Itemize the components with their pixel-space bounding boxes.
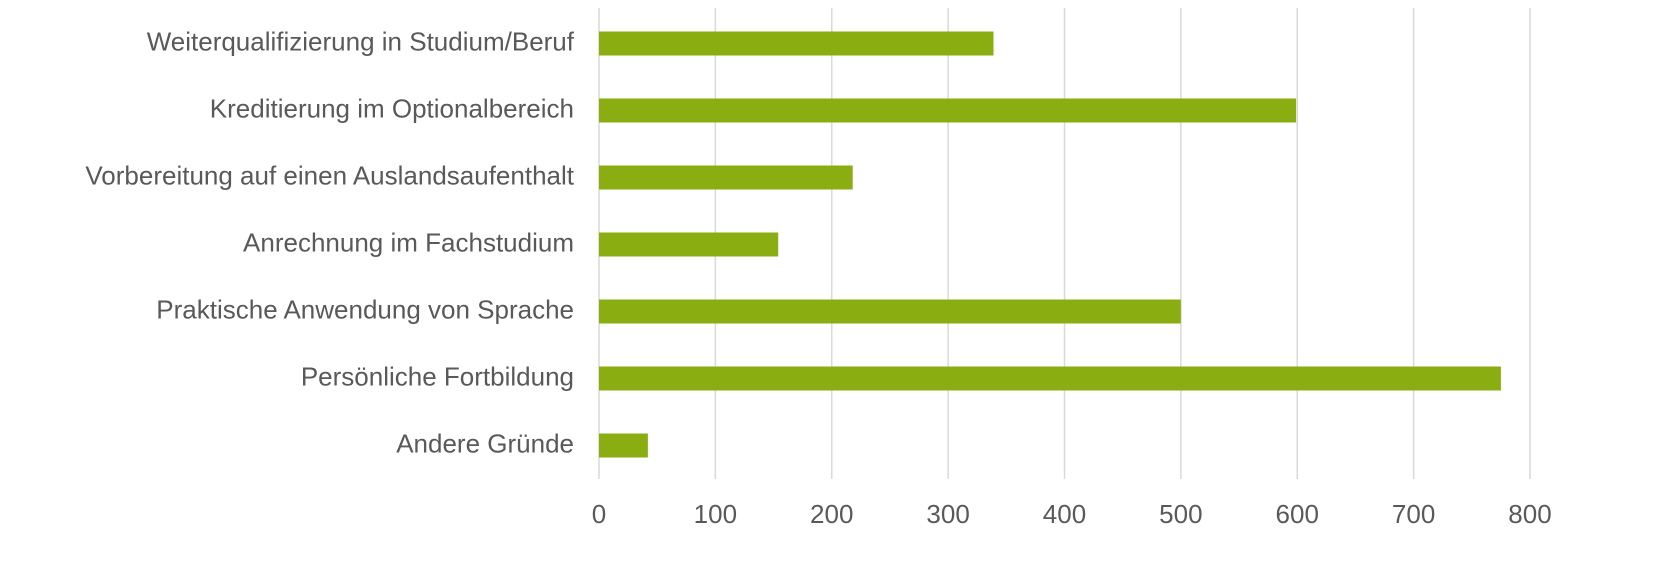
x-tick-label: 300 (926, 499, 969, 529)
y-tick-label: Andere Gründe (396, 428, 574, 458)
y-tick-label: Weiterqualifizierung in Studium/Beruf (147, 26, 575, 56)
x-tick-label: 100 (694, 499, 737, 529)
x-tick-label: 700 (1392, 499, 1435, 529)
bar (599, 31, 994, 56)
y-tick-label: Persönliche Fortbildung (301, 361, 574, 391)
x-tick-label: 600 (1276, 499, 1319, 529)
x-tick-label: 200 (810, 499, 853, 529)
x-tick-label: 0 (592, 499, 606, 529)
y-tick-label: Kreditierung im Optionalbereich (210, 93, 574, 123)
y-tick-label: Anrechnung im Fachstudium (243, 227, 574, 257)
bar (599, 232, 779, 257)
bar (599, 366, 1501, 391)
y-tick-label: Praktische Anwendung von Sprache (156, 294, 574, 324)
x-tick-label: 800 (1508, 499, 1551, 529)
bar (599, 165, 853, 190)
x-tick-label: 500 (1159, 499, 1202, 529)
x-tick-label: 400 (1043, 499, 1086, 529)
bar (599, 98, 1297, 123)
bar (599, 299, 1181, 324)
y-tick-label: Vorbereitung auf einen Auslandsaufenthal… (85, 160, 574, 190)
bar (599, 433, 648, 458)
